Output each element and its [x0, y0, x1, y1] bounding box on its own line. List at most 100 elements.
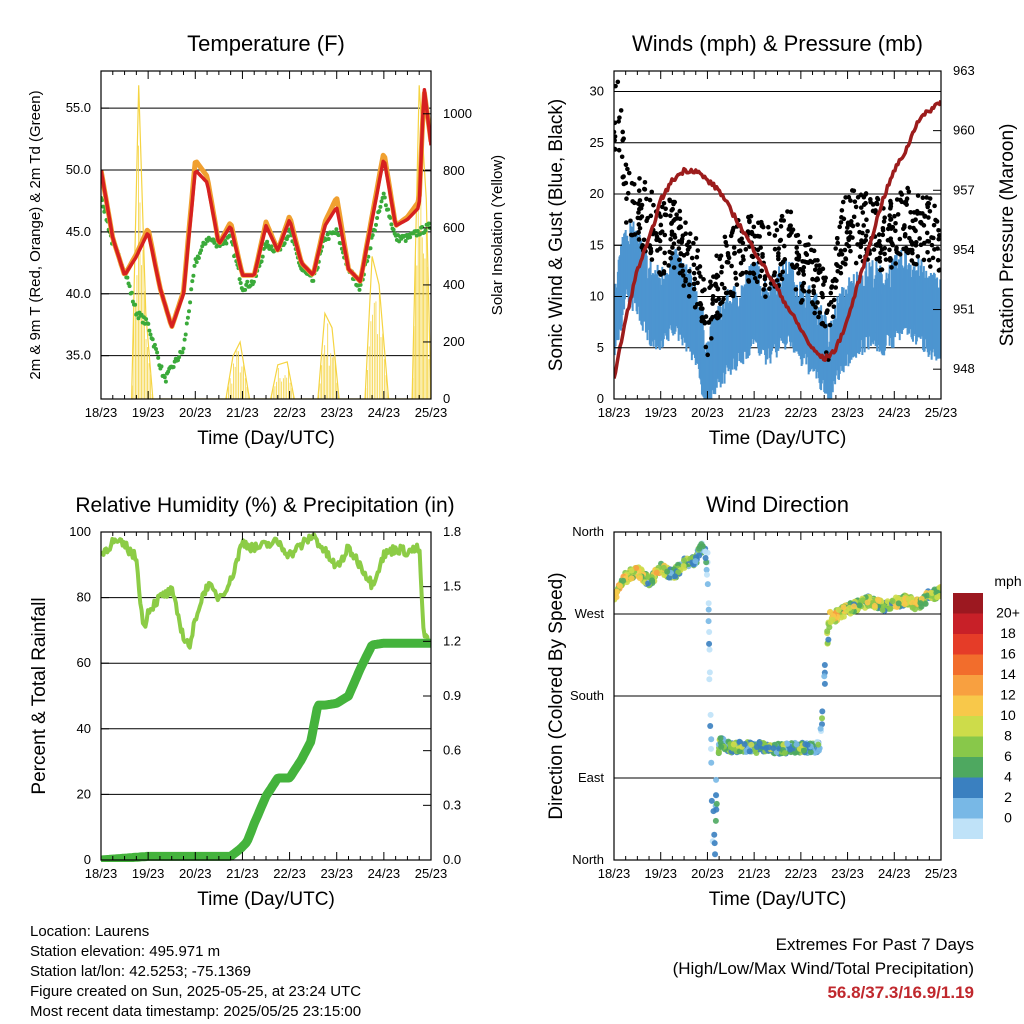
wind-gust-point: [911, 210, 917, 215]
wind-gust-point: [628, 218, 633, 224]
wind-gust-point: [834, 278, 839, 283]
direction-point: [821, 680, 828, 687]
wind-gust-point: [806, 242, 811, 247]
colorbar-swatch: [953, 716, 983, 737]
wind-gust-point: [830, 314, 836, 320]
wind-gust-point: [636, 230, 641, 235]
wind-gust-point: [793, 287, 799, 292]
wind-gust-point: [925, 249, 930, 255]
wind-gust-point: [897, 252, 903, 257]
wind-gust-point: [683, 220, 688, 225]
wind-gust-point: [911, 261, 917, 266]
wind-gust-point: [662, 250, 667, 256]
y-tick-label: North: [572, 524, 604, 539]
wind-gust-point: [833, 285, 839, 290]
dewpoint-point: [381, 191, 386, 196]
wind-gust-point: [861, 223, 866, 228]
direction-point: [800, 747, 807, 754]
y-tick-label: 20: [590, 186, 604, 201]
wind-gust-point: [621, 174, 626, 179]
direction-point: [850, 603, 857, 610]
wind-gust-point: [885, 237, 891, 243]
x-tick-label: 24/23: [368, 866, 401, 881]
series-layer: [614, 79, 941, 399]
wind-gust-point: [778, 224, 784, 229]
wind-gust-point: [920, 211, 925, 216]
wind-gust-point: [733, 276, 739, 281]
wind-gust-point: [905, 185, 910, 191]
wind-gust-point: [632, 232, 638, 237]
direction-point: [815, 741, 822, 748]
wind-gust-point: [677, 224, 683, 229]
y2-tick-label: 960: [953, 123, 975, 138]
y2-tick-label: 0.3: [443, 797, 461, 812]
elevation-text: Station elevation: 495.971 m: [30, 943, 221, 960]
y-tick-label: North: [572, 852, 604, 867]
wind-gust-point: [641, 237, 647, 243]
x-tick-label: 18/23: [85, 405, 118, 420]
direction-point: [934, 594, 941, 601]
wind-gust-point: [674, 212, 679, 217]
wind-gust-point: [614, 138, 617, 143]
wind-gust-point: [848, 248, 853, 254]
wind-gust-point: [663, 206, 668, 212]
wind-gust-point: [781, 218, 787, 223]
colorbar-swatch: [953, 798, 983, 819]
wind-gust-point: [658, 222, 664, 228]
direction-point: [636, 575, 643, 582]
wind-gust-point: [625, 166, 630, 172]
wind-gust-point: [671, 265, 677, 270]
wind-gust-point: [661, 200, 667, 206]
wind-gust-point: [924, 195, 930, 200]
wind-gust-point: [642, 179, 648, 185]
y-tick-label: 50.0: [66, 162, 91, 177]
direction-point: [802, 741, 809, 748]
y2-tick-label: 200: [443, 334, 465, 349]
wind-gust-point: [743, 247, 749, 252]
dewpoint-point: [199, 248, 204, 253]
wind-gust-point: [895, 212, 901, 217]
dewpoint-point: [336, 233, 341, 238]
wind-gust-point: [614, 147, 618, 152]
wind-gust-point: [639, 202, 645, 208]
y2-tick-label: 0: [443, 391, 450, 406]
wind-gust-point: [888, 217, 893, 222]
wind-gust-point: [920, 195, 926, 201]
wind-gust-point: [889, 265, 894, 270]
wind-gust-point: [625, 190, 631, 196]
wind-gust-point: [628, 232, 634, 238]
latlon-text: Station lat/lon: 42.5253; -75.1369: [30, 963, 252, 980]
wind-gust-point: [892, 213, 897, 219]
direction-point: [887, 605, 894, 612]
x-tick-label: 20/23: [691, 405, 724, 420]
direction-point: [819, 715, 826, 722]
x-tick-label: 22/23: [785, 405, 818, 420]
y-tick-label: 60: [77, 655, 91, 670]
wind-gust-point: [871, 247, 877, 252]
wind-gust-point: [618, 108, 624, 113]
direction-point: [840, 604, 847, 611]
direction-point: [710, 808, 717, 815]
x-tick-label: 24/23: [878, 866, 911, 881]
wind-gust-point: [813, 304, 818, 310]
wind-gust-point: [637, 198, 643, 203]
dewpoint-point: [415, 229, 420, 234]
wind-gust-point: [710, 301, 715, 306]
direction-point: [708, 797, 715, 804]
wind-gust-point: [624, 196, 629, 202]
y2-tick-label: 1.5: [443, 579, 461, 594]
dewpoint-point: [370, 233, 375, 238]
wind-gust-point: [747, 270, 753, 276]
direction-point: [706, 646, 713, 653]
wind-gust-point: [723, 290, 729, 296]
dewpoint-point: [162, 375, 167, 380]
wind-gust-point: [670, 245, 675, 250]
wind-gust-point: [840, 260, 846, 266]
x-axis-label: Time (Day/UTC): [197, 428, 335, 449]
dewpoint-point: [397, 239, 402, 244]
wind-gust-point: [781, 243, 787, 249]
wind-gust-point: [746, 279, 752, 284]
wind-gust-point: [929, 235, 934, 240]
direction-point: [901, 601, 908, 608]
wind-gust-point: [894, 245, 899, 251]
